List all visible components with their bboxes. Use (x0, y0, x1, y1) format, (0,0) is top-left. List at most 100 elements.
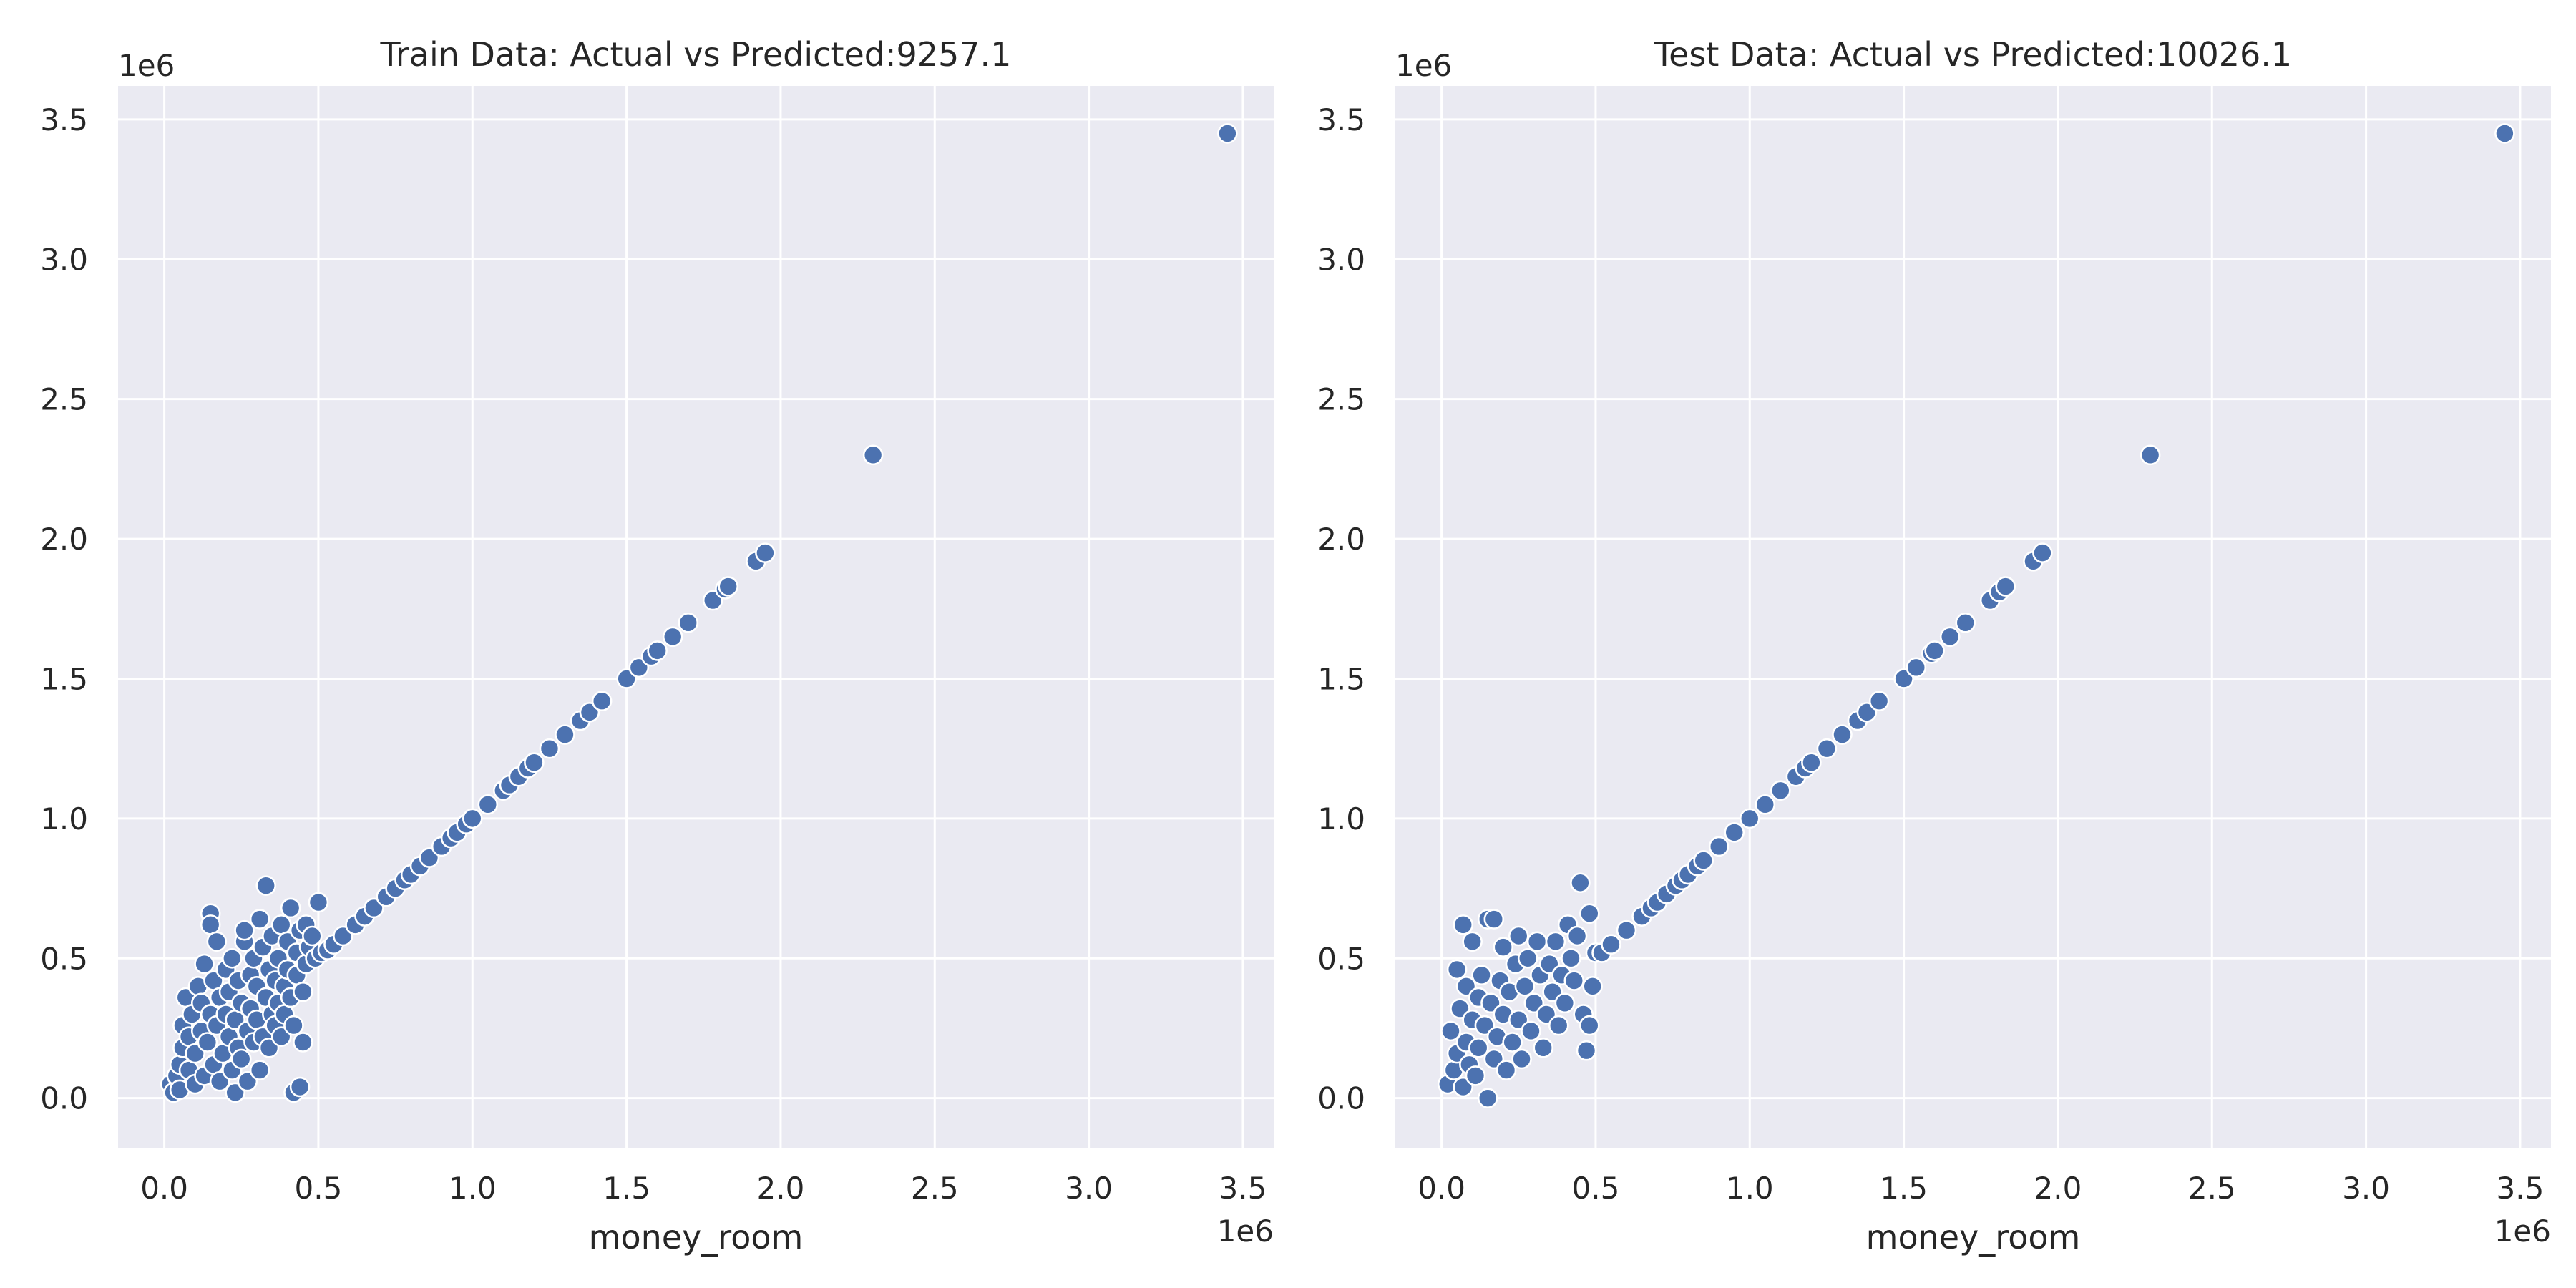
data-point (200, 914, 221, 935)
data-point (718, 576, 739, 597)
data-point (1693, 850, 1714, 871)
data-point (1601, 934, 1621, 955)
data-point (462, 808, 483, 829)
y-tick-label: 1.0 (40, 801, 88, 836)
data-point (1955, 613, 1976, 633)
data-point (280, 897, 301, 919)
chart-title: Test Data: Actual vs Predicted:10026.1 (1654, 35, 2292, 74)
y-tick-label: 2.5 (1317, 382, 1365, 417)
data-point (1770, 780, 1791, 801)
y-tick-label: 1.5 (1317, 661, 1365, 696)
data-point (289, 1076, 311, 1098)
scatter-points (160, 123, 1238, 1103)
data-point (1708, 836, 1729, 857)
data-point (1832, 724, 1853, 745)
data-point (555, 724, 575, 745)
data-point (1526, 931, 1548, 952)
data-point (539, 738, 560, 759)
data-point (647, 640, 668, 661)
data-point (1446, 959, 1468, 980)
x-tick-label: 2.0 (2034, 1171, 2082, 1206)
y-tick-label: 0.5 (40, 941, 88, 976)
data-point (1868, 691, 1890, 712)
chart-panel-2: 0.0 0.5 1.0 1.5 2.0 2.5 3.0 3.5 0.0 0.5 1.0 1.5 2.0 2… (1317, 35, 2551, 1257)
data-point (2140, 444, 2161, 466)
y-tick-label: 0.0 (1317, 1081, 1365, 1116)
data-point (283, 1015, 304, 1036)
data-point (1816, 738, 1838, 759)
data-point (1533, 1038, 1554, 1058)
data-point (1465, 1065, 1486, 1086)
data-point (862, 444, 884, 466)
data-point (1939, 626, 1961, 648)
data-point (249, 909, 270, 930)
data-point (1468, 1038, 1489, 1058)
data-point (1724, 822, 1745, 843)
data-point (1462, 931, 1483, 952)
x-tick-label: 1.5 (1880, 1171, 1928, 1206)
data-point (1493, 937, 1514, 957)
data-point (1801, 752, 1822, 774)
y-tick-label: 3.0 (40, 242, 88, 277)
y-tick-label: 2.5 (40, 382, 88, 417)
data-point (1511, 1048, 1532, 1070)
data-point (1566, 925, 1588, 947)
y-tick-label: 1.0 (1317, 801, 1365, 836)
data-point (1496, 1060, 1517, 1080)
x-tick-label: 1.0 (1726, 1171, 1774, 1206)
data-point (1579, 1015, 1600, 1036)
data-point (308, 892, 329, 913)
data-point (1440, 1020, 1461, 1042)
y-offset-label: 1e6 (1395, 48, 1452, 83)
data-point (1548, 1015, 1569, 1036)
data-point (234, 919, 255, 941)
data-point (1502, 1032, 1523, 1053)
data-point (1995, 576, 2016, 597)
data-point (755, 542, 776, 563)
chart-title: Train Data: Actual vs Predicted:9257.1 (380, 35, 1012, 74)
x-tick-label: 2.5 (2188, 1171, 2236, 1206)
x-offset-label: 1e6 (2494, 1214, 2551, 1249)
data-point (1563, 970, 1585, 991)
data-point (1554, 992, 1576, 1014)
data-point (1217, 123, 1238, 144)
data-point (1517, 947, 1538, 969)
x-tick-label: 3.5 (1219, 1171, 1267, 1206)
data-point (1514, 976, 1536, 997)
data-point (662, 626, 683, 648)
data-point (230, 1048, 252, 1070)
y-tick-label: 0.5 (1317, 941, 1365, 976)
y-tick-label: 2.0 (1317, 522, 1365, 557)
y-tick-label: 1.5 (40, 661, 88, 696)
data-point (255, 875, 277, 896)
data-point (2494, 123, 2515, 144)
data-point (591, 691, 613, 712)
scatter-points (1437, 123, 2515, 1108)
data-point (302, 925, 323, 947)
x-tick-label: 0.5 (1572, 1171, 1620, 1206)
x-tick-label: 3.0 (2342, 1171, 2390, 1206)
data-point (1579, 903, 1600, 924)
data-point (222, 947, 243, 969)
data-point (194, 953, 215, 975)
data-point (1576, 1040, 1597, 1061)
y-offset-label: 1e6 (118, 48, 175, 83)
data-point (1453, 914, 1474, 935)
data-point (477, 794, 499, 815)
x-tick-label: 0.0 (140, 1171, 188, 1206)
data-point (1508, 925, 1529, 947)
data-point (1545, 931, 1566, 952)
data-point (2032, 542, 2053, 563)
y-tick-label: 3.0 (1317, 242, 1365, 277)
x-tick-label: 2.5 (911, 1171, 959, 1206)
data-point (1739, 808, 1760, 829)
x-tick-label: 2.0 (757, 1171, 805, 1206)
data-point (206, 931, 228, 952)
data-point (1483, 909, 1505, 930)
x-tick-label: 1.5 (602, 1171, 650, 1206)
y-tick-label: 0.0 (40, 1081, 88, 1116)
data-point (1906, 657, 1927, 678)
data-point (524, 752, 545, 774)
data-point (1616, 919, 1637, 941)
